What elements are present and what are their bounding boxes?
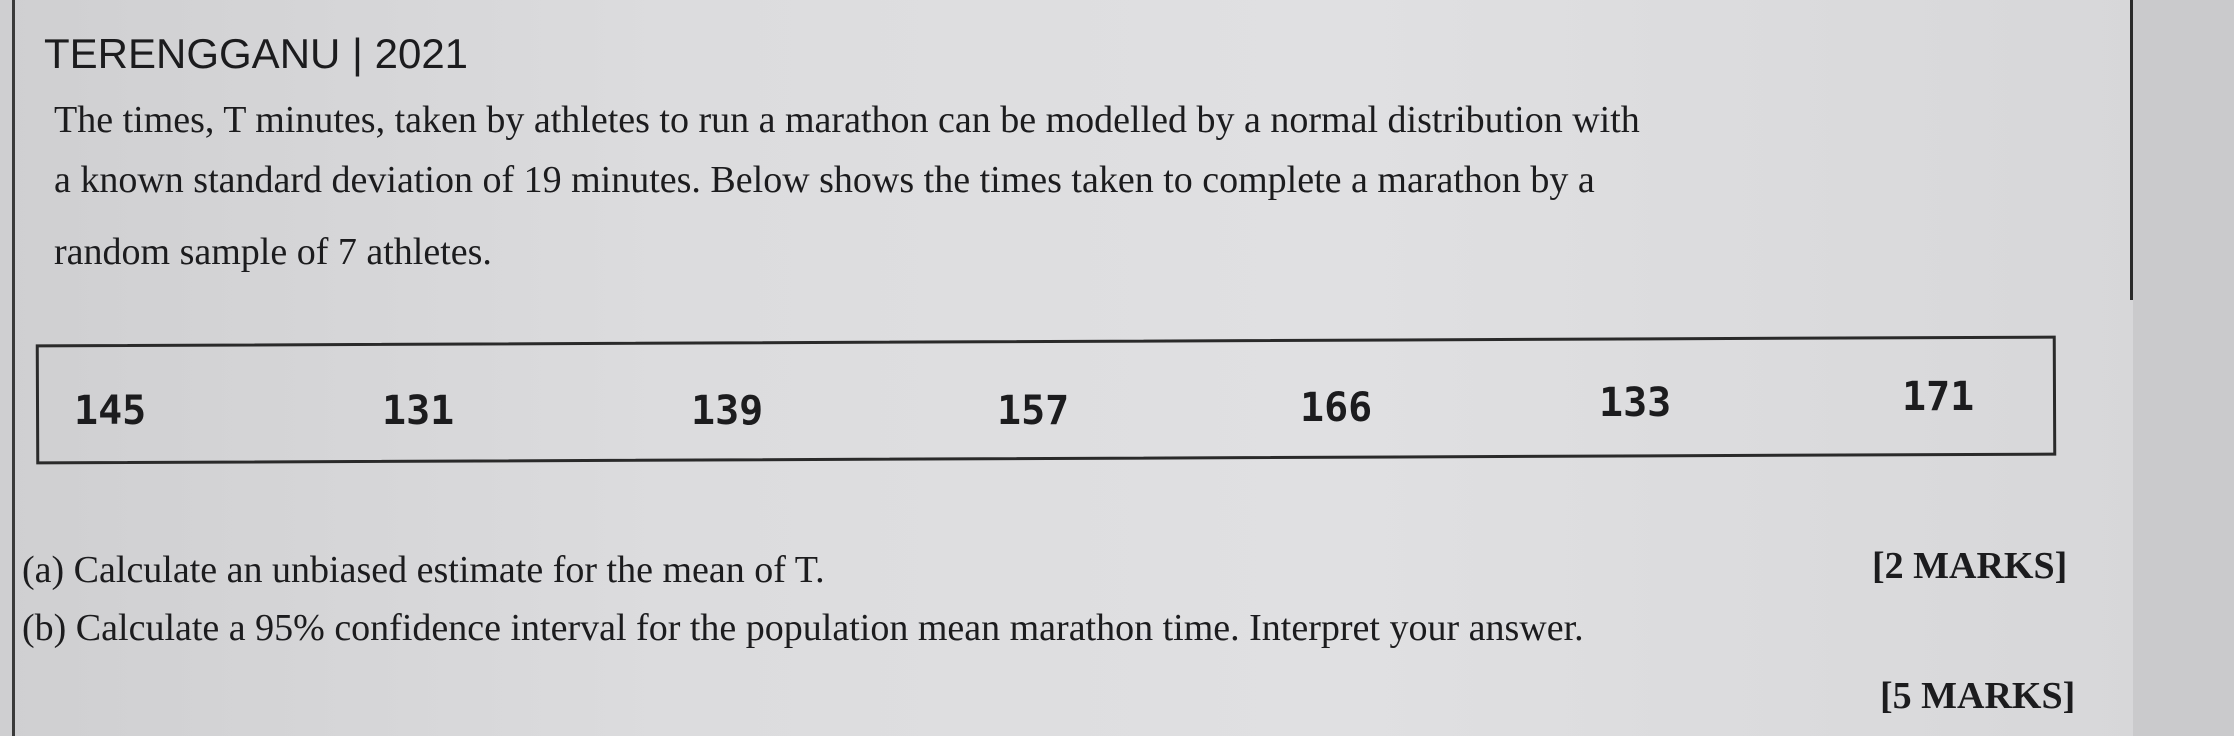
question-line-3: random sample of 7 athletes. <box>54 231 492 273</box>
part-b-text: (b) Calculate a 95% confidence interval … <box>22 607 1584 649</box>
page-background-edge <box>2133 0 2234 736</box>
part-b-marks: [5 MARKS] <box>1880 675 2076 717</box>
table-cell: 145 <box>74 388 147 434</box>
part-a-text: (a) Calculate an unbiased estimate for t… <box>22 549 825 591</box>
paper-border-right <box>2130 0 2133 300</box>
part-a-marks: [2 MARKS] <box>1872 545 2068 587</box>
table-cell: 133 <box>1599 380 1672 426</box>
question-line-2: a known standard deviation of 19 minutes… <box>54 159 1595 201</box>
paper-edge-left <box>12 0 15 736</box>
exam-header-title: TERENGGANU | 2021 <box>44 30 469 77</box>
table-cell: 131 <box>382 388 455 434</box>
table-cell: 139 <box>691 388 764 434</box>
table-cell: 171 <box>1902 374 1975 420</box>
table-cell: 166 <box>1300 385 1373 431</box>
table-cell: 157 <box>997 388 1070 434</box>
question-line-1: The times, T minutes, taken by athletes … <box>54 99 1640 141</box>
